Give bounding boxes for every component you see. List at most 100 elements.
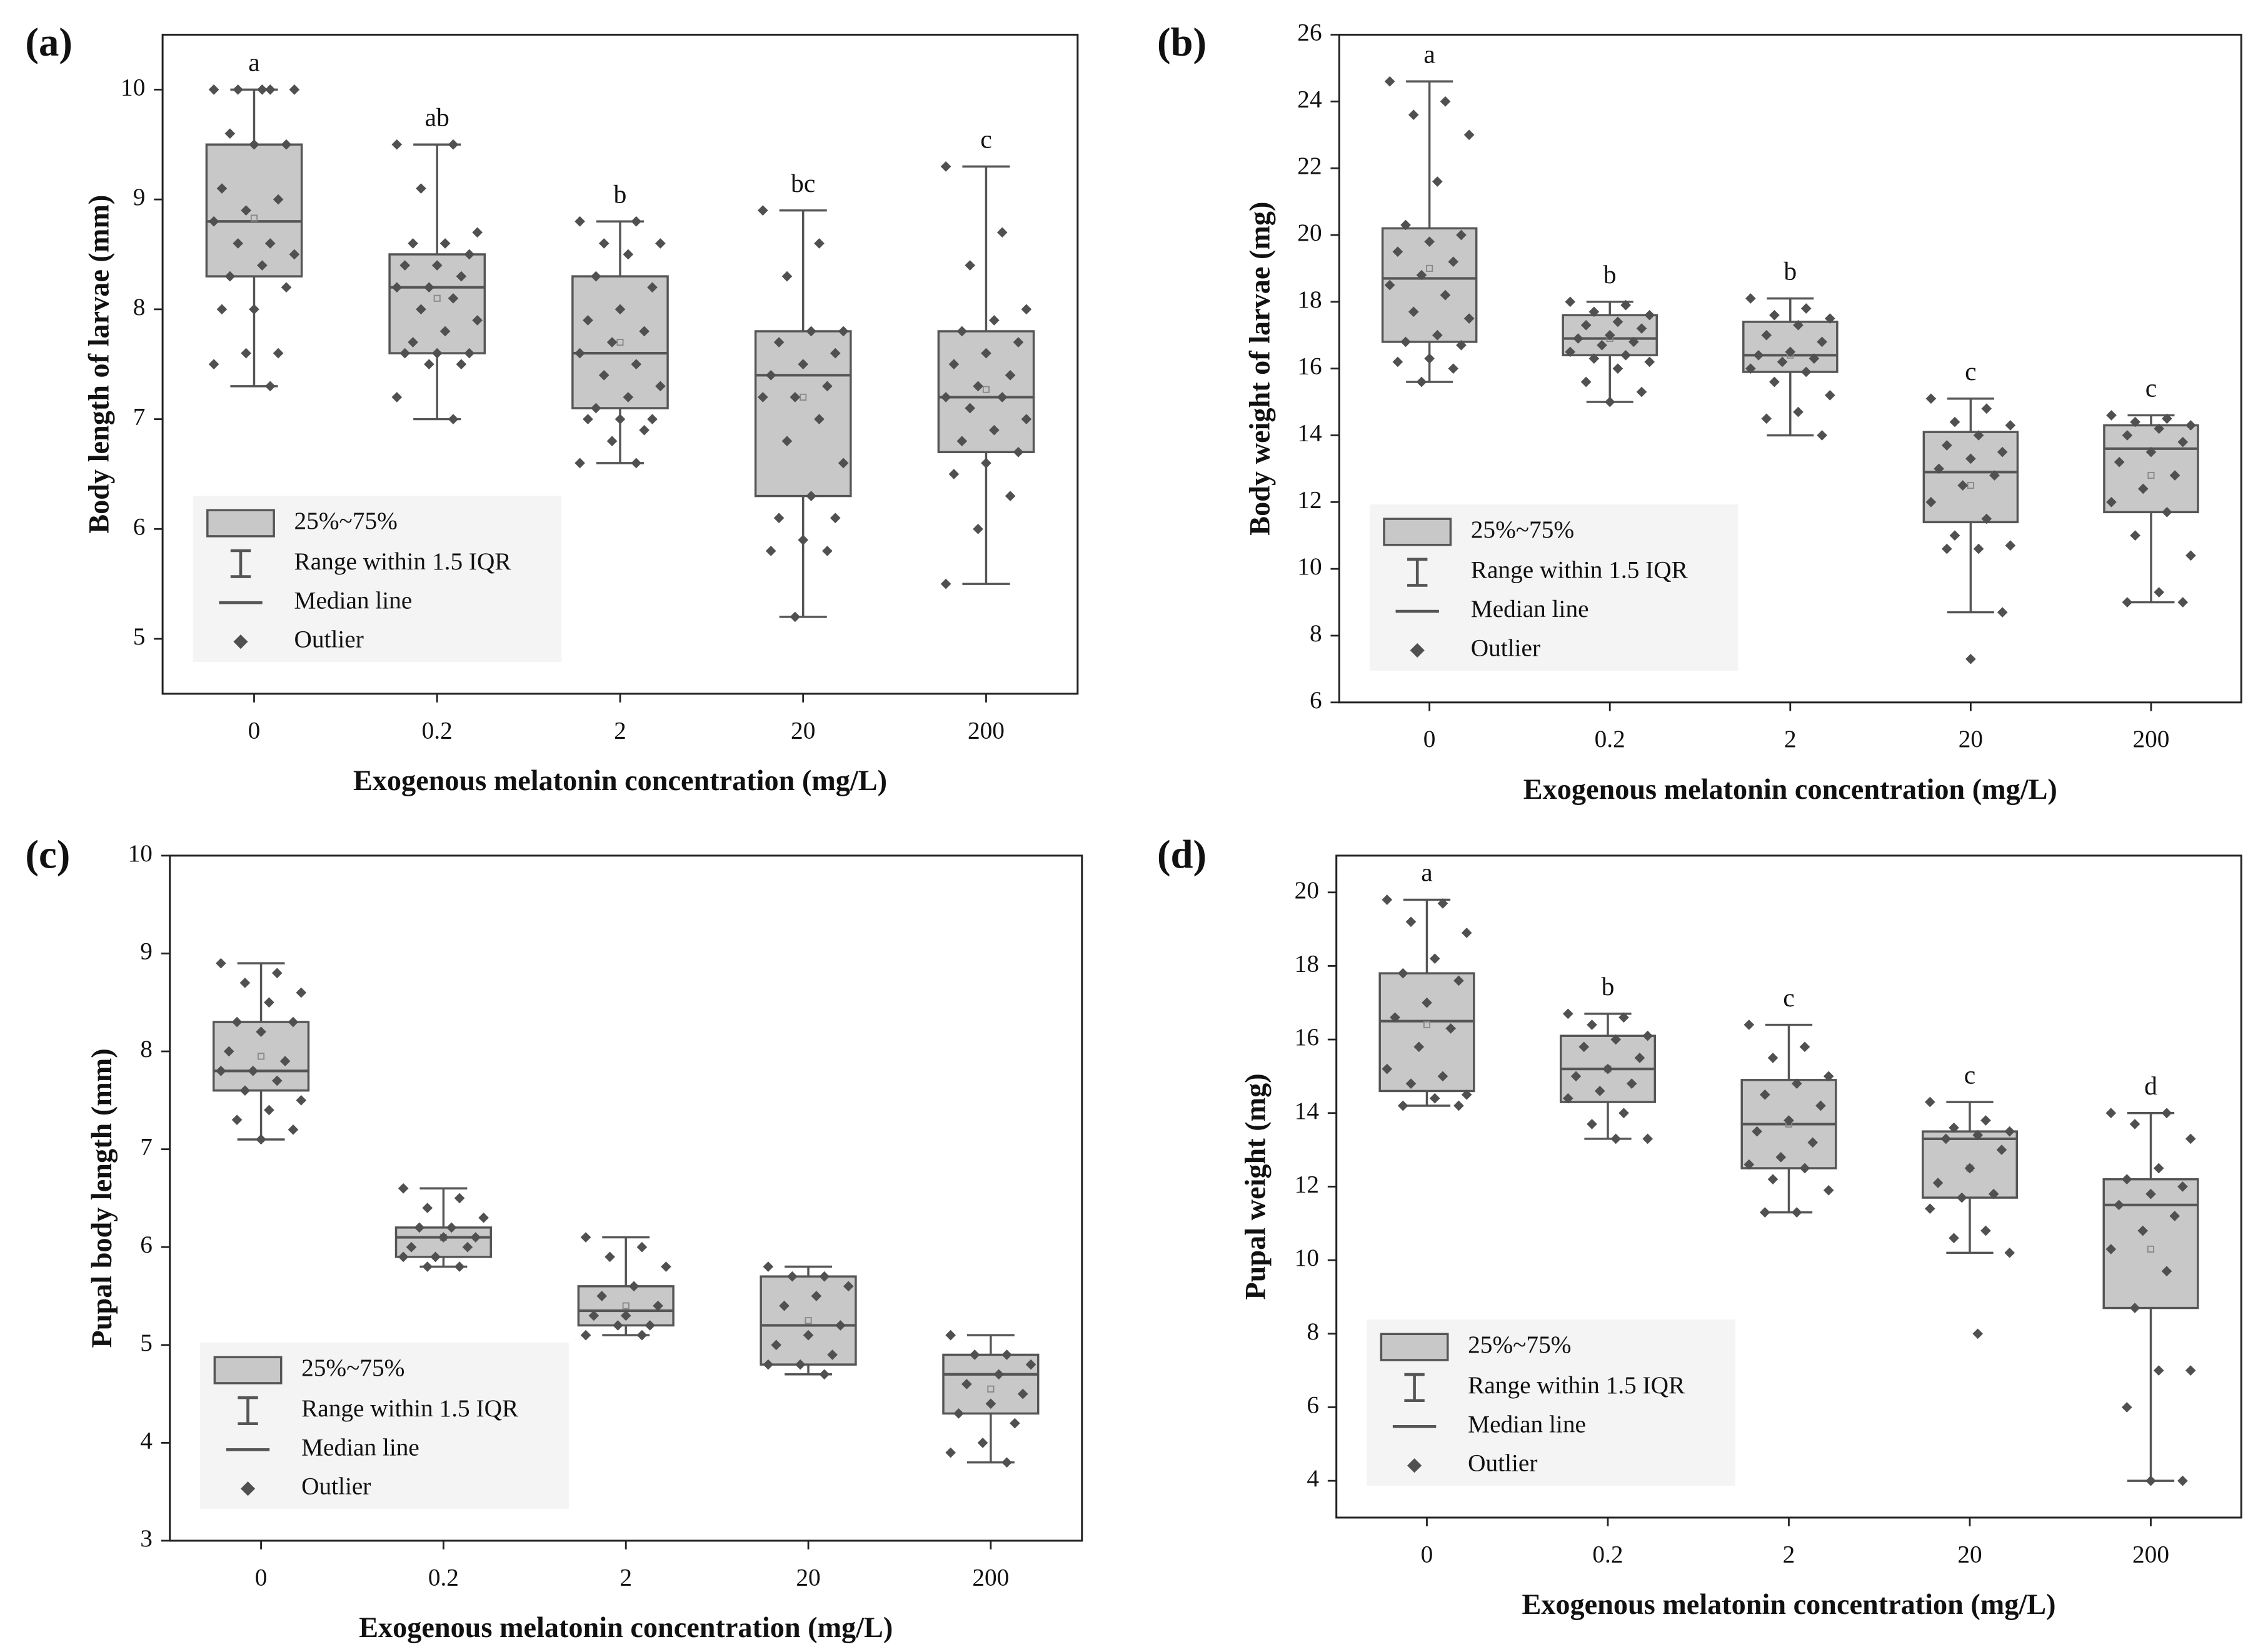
data-point: [1807, 1137, 1819, 1148]
data-point: [2153, 1163, 2164, 1174]
x-axis-label: Exogenous melatonin concentration (mg/L): [359, 1612, 893, 1644]
data-point: [1823, 1184, 1834, 1196]
data-point: [1997, 446, 2008, 458]
mean-marker: [805, 1317, 812, 1324]
y-tick-label: 8: [140, 1035, 153, 1063]
data-point: [454, 1193, 465, 1204]
data-point: [1397, 1100, 1408, 1111]
group-letter: c: [1783, 984, 1794, 1013]
group-letter: b: [1602, 973, 1615, 1001]
y-tick-label: 20: [1297, 219, 1322, 246]
box: [1378, 972, 1475, 1093]
data-point: [1972, 1129, 1984, 1141]
data-point: [790, 611, 801, 623]
data-point: [2005, 540, 2016, 551]
data-point: [1610, 1133, 1622, 1144]
data-point: [798, 534, 809, 546]
data-point: [1759, 1207, 1770, 1218]
data-point: [1392, 356, 1403, 368]
x-tick-label: 2: [1784, 725, 1797, 753]
data-point: [1620, 299, 1631, 311]
y-tick-label: 4: [140, 1426, 153, 1454]
data-point: [439, 238, 451, 249]
data-point: [1769, 309, 1780, 321]
data-point: [249, 304, 259, 315]
x-tick-label: 200: [2132, 725, 2169, 753]
y-tick-label: 3: [140, 1524, 153, 1552]
data-point: [1924, 1203, 1935, 1214]
y-tick-label: 8: [133, 293, 146, 321]
data-point: [583, 315, 593, 326]
x-tick-label: 2: [614, 716, 626, 744]
x-tick-label: 0: [1423, 725, 1436, 753]
legend-box-symbol: [206, 509, 275, 538]
data-point: [2137, 483, 2149, 494]
data-point: [575, 348, 585, 359]
legend-point-symbol: [240, 1481, 256, 1496]
data-point: [1429, 953, 1440, 964]
data-point: [1777, 356, 1788, 368]
data-point: [231, 1016, 243, 1028]
data-point: [448, 414, 459, 424]
data-point: [645, 1320, 656, 1331]
data-point: [1925, 496, 1937, 508]
data-point: [1932, 1178, 1944, 1188]
mean-marker: [1423, 1021, 1431, 1029]
data-point: [1001, 1349, 1012, 1360]
data-point: [1025, 1359, 1036, 1370]
data-point: [1463, 129, 1475, 141]
data-point: [956, 436, 968, 447]
data-point: [2185, 1365, 2196, 1376]
data-point: [281, 282, 292, 293]
box: [1922, 431, 2019, 524]
data-point: [598, 238, 610, 249]
legend-box-symbol: [1383, 518, 1452, 546]
data-point: [1767, 1174, 1779, 1184]
data-point: [2153, 1365, 2164, 1376]
data-point: [288, 1016, 299, 1028]
data-point: [765, 546, 776, 556]
data-point: [1587, 1019, 1597, 1030]
data-point: [973, 381, 983, 392]
data-point: [1565, 296, 1576, 308]
mean-marker: [987, 1385, 995, 1393]
x-tick-label: 0.2: [1595, 725, 1625, 753]
data-point: [422, 1261, 433, 1272]
data-point: [1761, 329, 1772, 341]
data-point: [456, 359, 467, 370]
data-point: [470, 1232, 481, 1243]
x-tick-label: 0.2: [1592, 1540, 1623, 1568]
data-point: [1941, 440, 1952, 451]
group-letter: d: [2144, 1072, 2157, 1101]
data-point: [1799, 1041, 1810, 1053]
data-point: [281, 139, 292, 150]
data-point: [985, 1398, 996, 1409]
data-point: [1432, 176, 1443, 187]
data-point: [2185, 550, 2196, 561]
data-point: [1642, 1133, 1653, 1144]
data-point: [996, 392, 1008, 403]
data-point: [478, 1212, 489, 1223]
data-point: [1580, 319, 1592, 331]
y-tick-label: 7: [140, 1133, 153, 1161]
mean-marker: [622, 1302, 630, 1309]
y-tick-label: 5: [140, 1329, 153, 1356]
data-point: [583, 414, 593, 424]
data-point: [822, 546, 833, 556]
data-point: [1382, 894, 1393, 905]
data-point: [781, 271, 793, 282]
data-point: [241, 348, 251, 359]
data-point: [1800, 366, 1812, 378]
data-point: [989, 424, 1000, 436]
data-point: [1745, 293, 1756, 304]
data-point: [1001, 1457, 1012, 1468]
data-point: [981, 348, 991, 359]
data-point: [1437, 1071, 1448, 1082]
y-tick-label: 16: [1297, 353, 1322, 380]
data-point: [1392, 246, 1403, 258]
data-point: [1941, 543, 1952, 554]
data-point: [615, 304, 626, 315]
data-point: [819, 1369, 830, 1380]
data-point: [448, 293, 459, 304]
data-point: [1405, 916, 1417, 928]
